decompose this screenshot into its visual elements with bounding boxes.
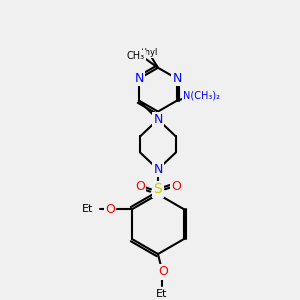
Text: O: O	[171, 180, 181, 193]
Text: Et: Et	[156, 289, 168, 299]
Text: O: O	[135, 180, 145, 193]
Text: N(CH₃)₂: N(CH₃)₂	[183, 91, 220, 100]
Text: N: N	[172, 72, 182, 85]
Text: methyl: methyl	[128, 48, 158, 57]
Text: Et: Et	[82, 204, 93, 214]
Text: O: O	[105, 203, 115, 216]
Text: N: N	[134, 72, 144, 85]
Text: O: O	[158, 266, 168, 278]
Text: N: N	[153, 163, 163, 176]
Text: CH₃: CH₃	[127, 51, 145, 61]
Text: S: S	[154, 182, 162, 196]
Text: N: N	[153, 113, 163, 126]
